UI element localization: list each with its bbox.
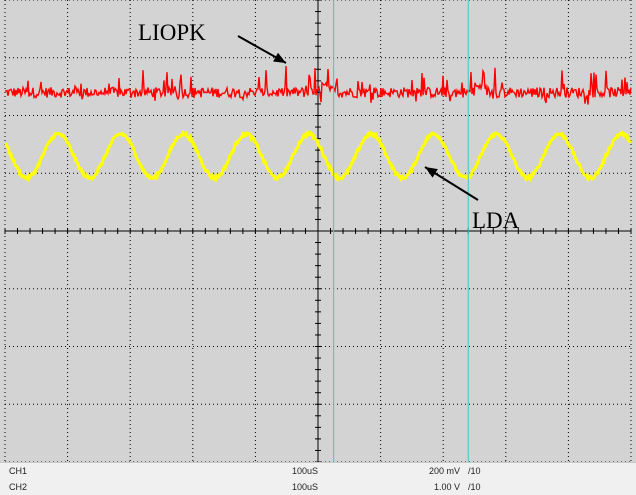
status-bar: CH1 100uS 200 mV /10 CH2 100uS 1.00 V /1… <box>0 462 636 495</box>
probe-ratio: /10 <box>468 466 481 476</box>
timebase-value: 100uS <box>291 482 318 492</box>
cursors <box>333 0 469 462</box>
volts-per-div: 200 mV <box>428 466 460 476</box>
grid <box>4 0 632 462</box>
volts-per-div: 1.00 V <box>433 482 460 492</box>
traces <box>4 65 632 183</box>
annotation-liopk-arrow <box>237 35 287 64</box>
annotations: LIOPK LDA <box>138 20 520 233</box>
oscilloscope-display: LIOPK LDA <box>0 0 636 462</box>
annotation-liopk-label: LIOPK <box>138 20 206 45</box>
channel-label: CH2 <box>9 482 28 492</box>
timebase-value: 100uS <box>291 466 318 476</box>
annotation-lda-label: LDA <box>472 208 520 233</box>
trace-ch1 <box>4 65 632 105</box>
channel-label: CH1 <box>9 466 28 476</box>
annotation-lda-arrow <box>424 166 479 201</box>
status-row-ch1: CH1 100uS 200 mV /10 <box>0 463 636 479</box>
probe-ratio: /10 <box>468 482 481 492</box>
trace-ch2 <box>4 129 632 183</box>
status-row-ch2: CH2 100uS 1.00 V /10 <box>0 479 636 495</box>
